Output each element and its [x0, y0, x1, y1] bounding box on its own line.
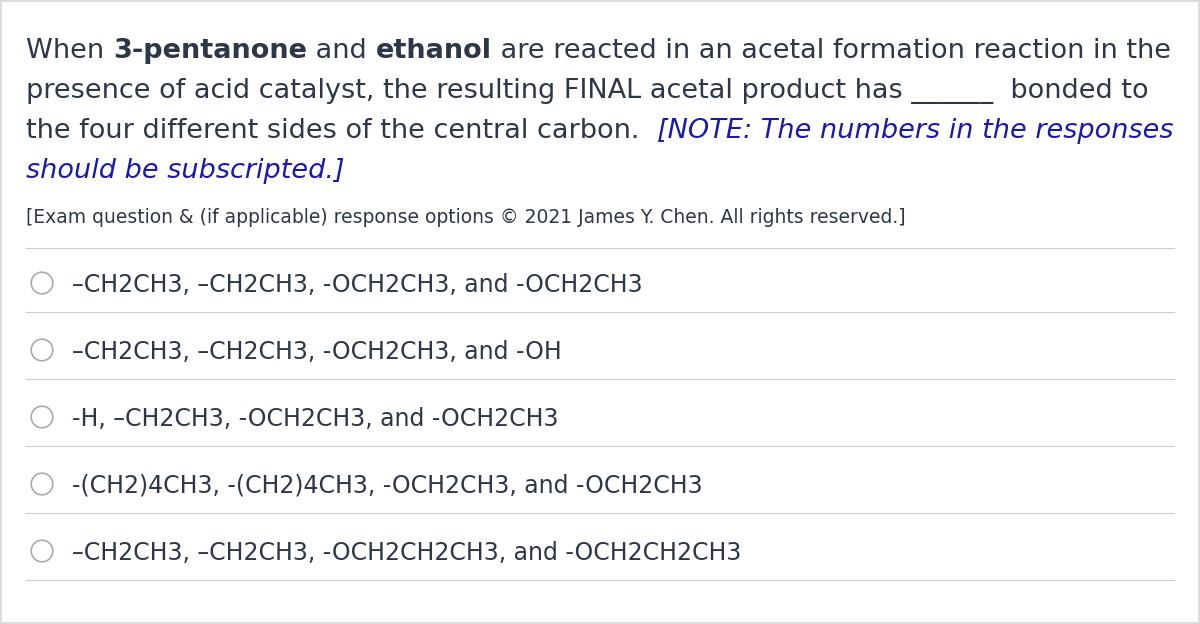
Text: [NOTE: The numbers in the responses: [NOTE: The numbers in the responses — [658, 118, 1174, 144]
Text: presence of acid catalyst, the resulting FINAL acetal product has ______  bonded: presence of acid catalyst, the resulting… — [26, 78, 1150, 104]
Text: are reacted in an acetal formation reaction in the: are reacted in an acetal formation react… — [492, 38, 1170, 64]
Text: -(CH2)4CH3, -(CH2)4CH3, -OCH2CH3, and -OCH2CH3: -(CH2)4CH3, -(CH2)4CH3, -OCH2CH3, and -O… — [72, 474, 703, 498]
Text: [Exam question & (if applicable) response options © 2021 James Y. Chen. All righ: [Exam question & (if applicable) respons… — [26, 208, 906, 227]
Text: –CH2CH3, –CH2CH3, -OCH2CH3, and -OH: –CH2CH3, –CH2CH3, -OCH2CH3, and -OH — [72, 340, 562, 364]
Text: -H, –CH2CH3, -OCH2CH3, and -OCH2CH3: -H, –CH2CH3, -OCH2CH3, and -OCH2CH3 — [72, 407, 558, 431]
Text: –CH2CH3, –CH2CH3, -OCH2CH3, and -OCH2CH3: –CH2CH3, –CH2CH3, -OCH2CH3, and -OCH2CH3 — [72, 273, 643, 297]
Text: the four different sides of the central carbon.: the four different sides of the central … — [26, 118, 658, 144]
Text: ethanol: ethanol — [376, 38, 492, 64]
Text: When: When — [26, 38, 113, 64]
Text: 3-pentanone: 3-pentanone — [113, 38, 307, 64]
Text: –CH2CH3, –CH2CH3, -OCH2CH2CH3, and -OCH2CH2CH3: –CH2CH3, –CH2CH3, -OCH2CH2CH3, and -OCH2… — [72, 541, 742, 565]
Text: should be subscripted.]: should be subscripted.] — [26, 158, 346, 184]
Text: and: and — [307, 38, 376, 64]
